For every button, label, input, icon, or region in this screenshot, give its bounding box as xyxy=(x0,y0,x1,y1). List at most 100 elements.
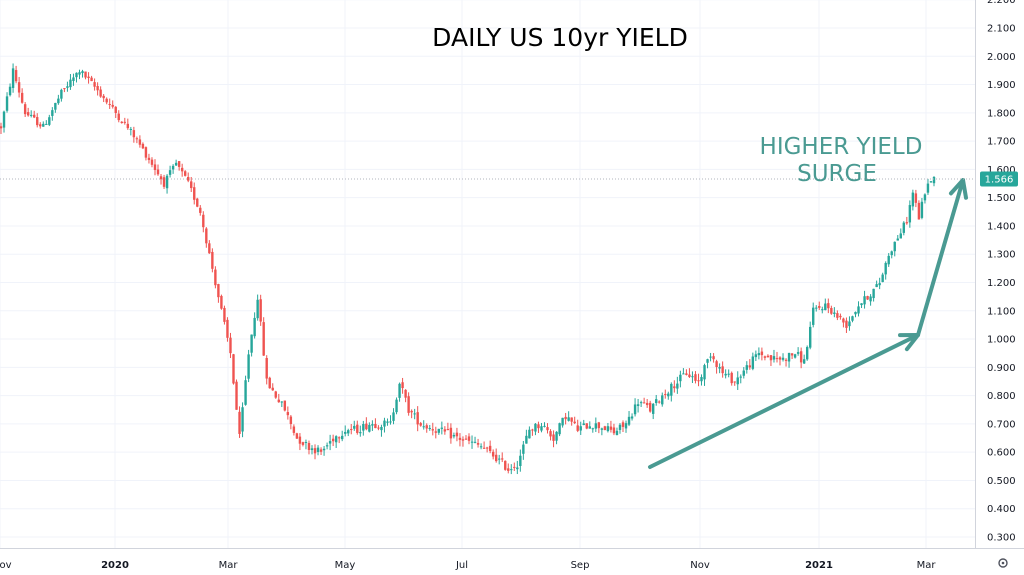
candle-body xyxy=(585,423,588,429)
candle-body xyxy=(564,416,567,420)
candle xyxy=(818,301,821,310)
candle xyxy=(253,312,256,339)
candle-body xyxy=(126,123,130,129)
candle-body xyxy=(866,296,869,300)
x-tick-label: Nov xyxy=(0,560,12,571)
gear-icon[interactable] xyxy=(998,558,1008,568)
candle-body xyxy=(36,117,39,126)
candle-body xyxy=(57,98,60,104)
candle-body xyxy=(667,393,670,397)
candle-body xyxy=(715,361,718,368)
candle xyxy=(516,460,519,475)
candle-body xyxy=(890,251,893,256)
candle xyxy=(624,420,628,433)
candle xyxy=(827,298,830,314)
candle xyxy=(721,361,724,378)
candle-body xyxy=(42,123,45,127)
y-tick-label: 0.500 xyxy=(987,476,1016,487)
candle-body xyxy=(428,427,431,429)
candle xyxy=(8,83,12,97)
candle xyxy=(93,78,96,91)
candle xyxy=(694,371,697,384)
candle-body xyxy=(247,354,250,379)
candle xyxy=(482,441,486,449)
candle xyxy=(413,408,416,420)
candle-body xyxy=(917,202,921,220)
candle-body xyxy=(651,403,655,414)
candle-body xyxy=(407,396,410,413)
candle xyxy=(842,317,845,328)
candle xyxy=(658,400,661,404)
candle xyxy=(857,301,860,317)
candle-body xyxy=(528,429,531,439)
trend-arrow xyxy=(916,178,968,337)
candle-body xyxy=(736,377,739,385)
candle xyxy=(606,422,610,433)
candle xyxy=(612,423,616,436)
candle xyxy=(884,261,887,280)
candle xyxy=(449,423,453,444)
candle xyxy=(190,177,193,193)
candle-body xyxy=(630,416,634,419)
candle-body xyxy=(156,169,160,175)
candle xyxy=(380,424,383,437)
candle xyxy=(848,316,851,331)
candle-body xyxy=(821,309,824,311)
candle-body xyxy=(642,402,646,404)
candle-body xyxy=(171,165,175,170)
candle xyxy=(878,277,881,290)
candle-body xyxy=(854,311,857,315)
candle xyxy=(153,159,157,176)
candle xyxy=(673,380,676,393)
candle xyxy=(48,114,51,127)
candle xyxy=(793,353,797,359)
candle-body xyxy=(389,421,392,423)
candle xyxy=(464,435,468,440)
candle-body xyxy=(815,307,818,309)
candle xyxy=(57,94,60,105)
candle xyxy=(428,424,431,431)
candle xyxy=(416,406,419,432)
candle xyxy=(316,445,320,456)
candle xyxy=(567,411,570,422)
candle-body xyxy=(337,437,341,439)
candle xyxy=(700,374,703,386)
candle-body xyxy=(347,430,350,434)
candle xyxy=(11,63,15,93)
candle-body xyxy=(368,424,371,432)
candle xyxy=(265,355,268,385)
candle-body xyxy=(618,424,622,430)
y-tick-label: 0.600 xyxy=(987,448,1016,459)
candle xyxy=(507,463,510,474)
candle xyxy=(573,416,576,425)
candle xyxy=(685,369,688,376)
candle-body xyxy=(537,424,540,429)
candle xyxy=(805,345,809,361)
candle-body xyxy=(220,295,223,309)
candle-body xyxy=(229,337,232,354)
candle xyxy=(491,449,495,460)
candle xyxy=(633,398,637,417)
candle xyxy=(715,359,718,374)
candle xyxy=(205,227,208,248)
candle xyxy=(42,121,45,127)
candle-body xyxy=(763,356,767,358)
candle xyxy=(87,72,90,84)
candle-body xyxy=(241,407,244,432)
candle-body xyxy=(464,438,468,440)
x-tick-label: Nov xyxy=(690,560,710,571)
candle-body xyxy=(334,436,338,443)
candle-body xyxy=(579,426,582,431)
candle-body xyxy=(494,454,498,462)
candle-body xyxy=(108,104,111,106)
candle xyxy=(141,142,145,150)
candle xyxy=(108,98,111,109)
candle xyxy=(501,452,504,463)
candle xyxy=(781,353,785,362)
candle xyxy=(96,82,99,96)
candle-body xyxy=(633,404,637,415)
candle-body xyxy=(627,416,631,425)
candle-body xyxy=(639,402,643,404)
candle xyxy=(174,159,178,166)
candle-body xyxy=(748,365,752,368)
